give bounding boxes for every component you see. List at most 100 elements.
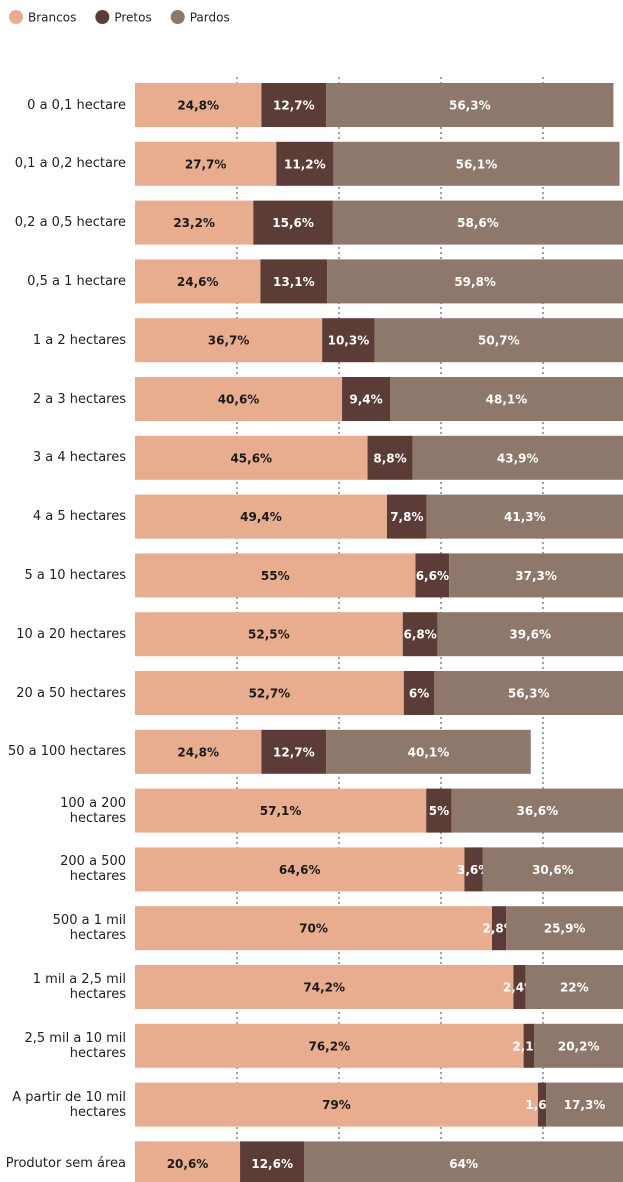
value-label: 50,7% — [478, 334, 520, 348]
bar-segment — [546, 1082, 623, 1127]
value-label: 11,2% — [284, 157, 326, 171]
value-label: 24,8% — [177, 99, 219, 113]
value-label: 59,8% — [454, 275, 496, 289]
value-label: 24,8% — [177, 745, 219, 759]
bar-segment — [322, 318, 375, 363]
bar-segment — [135, 1141, 241, 1182]
category-label: Produtor sem área — [5, 1155, 126, 1171]
bar-segment — [390, 377, 623, 421]
value-label: 8,8% — [373, 451, 406, 465]
bar-segment — [135, 377, 343, 421]
bar-segment — [426, 494, 623, 539]
bar-segment — [367, 435, 413, 480]
category-label: 3 a 4 hectares — [32, 450, 126, 466]
legend-label: Brancos — [28, 11, 76, 25]
value-label: 15,6% — [272, 216, 314, 230]
category-label: 4 a 5 hectares — [32, 509, 126, 525]
category-label: 0,2 a 0,5 hectare — [14, 215, 126, 231]
category-label: 0 a 0,1 hectare — [27, 97, 126, 113]
bar-segment — [135, 200, 254, 245]
value-label: 12,6% — [251, 1157, 293, 1171]
category-label: 0,5 a 1 hectare — [27, 273, 126, 289]
value-label: 70% — [299, 922, 328, 936]
value-label: 40,6% — [218, 393, 260, 407]
category-label: 1 mil a 2,5 mil hectares — [32, 972, 126, 1002]
bar-segment — [135, 259, 261, 304]
value-label: 40,1% — [408, 745, 450, 759]
bar-segment — [492, 906, 507, 951]
value-label: 79% — [322, 1098, 351, 1112]
legend-swatch — [9, 10, 23, 24]
value-label: 64,6% — [279, 863, 321, 877]
bar-segment — [135, 1082, 538, 1127]
bar-segment — [403, 671, 435, 715]
bar-segment — [537, 1082, 547, 1127]
category-label: A partir de 10 mil hectares — [12, 1089, 126, 1120]
category-label: 2 a 3 hectares — [32, 391, 126, 407]
bar-segment — [374, 318, 623, 363]
value-label: 13,1% — [273, 275, 315, 289]
value-label: 36,6% — [517, 804, 559, 818]
value-label: 10,3% — [328, 334, 370, 348]
category-label: 500 a 1 mil hectares — [52, 913, 126, 944]
value-label: 20,2% — [558, 1039, 600, 1053]
bar-segment — [412, 435, 623, 480]
value-label: 17,3% — [564, 1098, 606, 1112]
bar-segment — [135, 494, 387, 539]
value-label: 5% — [429, 804, 449, 818]
bar-segment — [506, 906, 623, 951]
value-label: 41,3% — [504, 510, 546, 524]
bar-segment — [276, 141, 334, 186]
bar-segment — [135, 906, 492, 951]
value-label: 43,9% — [497, 451, 539, 465]
value-label: 52,7% — [249, 687, 291, 701]
value-label: 56,3% — [449, 99, 491, 113]
legend-label: Pardos — [190, 11, 230, 25]
value-label: 45,6% — [230, 451, 272, 465]
value-label: 37,3% — [515, 569, 557, 583]
value-label: 9,4% — [349, 393, 382, 407]
value-label: 12,7% — [273, 745, 315, 759]
bar-segment — [326, 83, 614, 127]
value-label: 55% — [261, 569, 290, 583]
bar-segment — [534, 1023, 623, 1068]
value-label: 3,6% — [457, 863, 490, 877]
bar-segment — [482, 847, 623, 892]
category-label: 50 a 100 hectares — [8, 744, 126, 760]
bar-segment — [525, 965, 623, 1009]
bar-segment — [464, 847, 483, 892]
category-label: 1 a 2 hectares — [32, 332, 126, 348]
bar-segment — [327, 259, 623, 304]
value-label: 7,8% — [390, 510, 423, 524]
category-label: 100 a 200 hectares — [60, 795, 126, 826]
value-label: 57,1% — [260, 804, 302, 818]
bar-segment — [342, 377, 390, 421]
category-label: 0,1 a 0,2 hectare — [14, 156, 126, 172]
legend-label: Pretos — [114, 11, 151, 25]
bar-segment — [523, 1023, 535, 1068]
value-label: 30,6% — [532, 863, 574, 877]
bar-segment — [333, 141, 620, 186]
value-label: 6,8% — [403, 628, 436, 642]
bar-segment — [135, 612, 403, 657]
bar-segment — [135, 318, 323, 363]
bar-segment — [304, 1141, 623, 1182]
bar-segment — [434, 671, 623, 715]
bar-segment — [261, 729, 327, 774]
legend-swatch — [95, 10, 110, 24]
bar-segment — [135, 141, 277, 186]
bar-segment — [332, 200, 623, 245]
bar-segment — [260, 259, 328, 304]
value-label: 25,9% — [544, 922, 586, 936]
bar-segment — [437, 612, 623, 657]
bar-segment — [135, 729, 262, 774]
bar-segment — [135, 83, 262, 127]
value-label: 24,6% — [177, 275, 219, 289]
category-label: 10 a 20 hectares — [16, 626, 126, 642]
value-label: 12,7% — [273, 99, 315, 113]
value-label: 20,6% — [167, 1157, 209, 1171]
bar-segment — [513, 965, 526, 1009]
bar-segment — [135, 788, 427, 833]
